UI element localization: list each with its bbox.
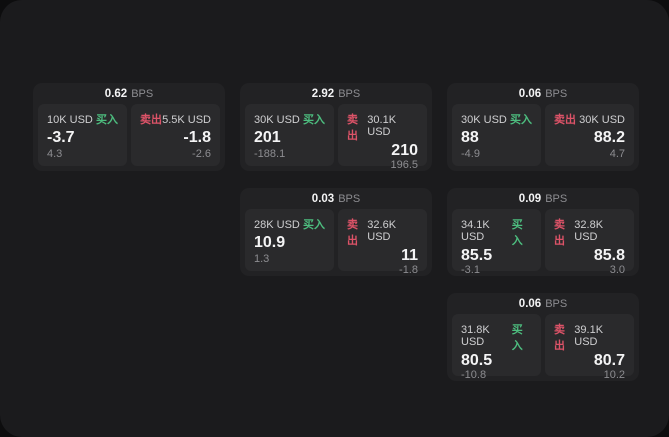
sell-sub-value: 196.5: [390, 159, 418, 171]
buy-sub-value: 4.3: [47, 148, 63, 160]
sell-price: 210: [391, 142, 418, 159]
sell-panel[interactable]: 卖出 39.1K USD 80.7 10.2: [545, 314, 634, 381]
buy-amount: 34.1K USD: [461, 219, 490, 243]
bps-header: 0.06 BPS: [452, 293, 634, 314]
buy-price: 88: [461, 128, 479, 146]
buy-panel[interactable]: 30K USD 买入 88 -4.9: [452, 104, 541, 166]
buy-panel[interactable]: 30K USD 买入 201 -188.1: [245, 104, 334, 166]
bps-unit-label: BPS: [131, 87, 154, 100]
sell-label: 卖出: [140, 114, 162, 126]
sell-panel[interactable]: 卖出 30K USD 88.2 4.7: [545, 104, 634, 166]
buy-sub-value: -10.8: [461, 369, 487, 381]
sell-panel[interactable]: 卖出 30.1K USD 210 196.5: [338, 104, 427, 171]
sell-amount: 32.8K USD: [574, 219, 604, 243]
sell-amount: 32.6K USD: [367, 219, 397, 243]
bps-value: 0.06: [518, 297, 542, 310]
sell-price: 11: [401, 247, 418, 264]
bps-unit-label: BPS: [545, 87, 568, 100]
sell-amount: 30K USD: [579, 114, 625, 126]
buy-panel[interactable]: 28K USD 买入 10.9 1.3: [245, 209, 334, 271]
buy-price: 85.5: [461, 247, 493, 264]
bps-header: 0.09 BPS: [452, 188, 634, 209]
sell-label: 卖出: [554, 114, 576, 126]
sell-price: 85.8: [593, 247, 625, 264]
buy-panel[interactable]: 34.1K USD 买入 85.5 -3.1: [452, 209, 541, 276]
buy-label: 买入: [303, 219, 325, 231]
quote-card: 0.03 BPS 28K USD 买入 10.9 1.3 卖出: [240, 188, 432, 276]
buy-price: -3.7: [47, 128, 75, 146]
quote-card: 0.09 BPS 34.1K USD 买入 85.5 -3.1 卖出: [447, 188, 639, 276]
buy-label: 买入: [511, 324, 523, 352]
bps-header: 0.06 BPS: [452, 83, 634, 104]
sell-price: 80.7: [593, 352, 625, 369]
bps-value: 2.92: [311, 87, 335, 100]
buy-label: 买入: [510, 114, 532, 126]
sell-panel[interactable]: 卖出 5.5K USD -1.8 -2.6: [131, 104, 220, 166]
sell-price: -1.8: [183, 128, 211, 146]
buy-amount: 31.8K USD: [461, 324, 490, 348]
bps-unit-label: BPS: [338, 192, 361, 205]
bps-header: 0.62 BPS: [38, 83, 220, 104]
sell-sub-value: 10.2: [603, 369, 625, 381]
buy-price: 80.5: [461, 352, 493, 369]
sell-panel[interactable]: 卖出 32.6K USD 11 -1.8: [338, 209, 427, 276]
sell-sub-value: -1.8: [399, 264, 418, 276]
buy-label: 买入: [303, 114, 325, 126]
buy-panel[interactable]: 10K USD 买入 -3.7 4.3: [38, 104, 127, 166]
bps-unit-label: BPS: [338, 87, 361, 100]
quote-card: 2.92 BPS 30K USD 买入 201 -188.1 卖出: [240, 83, 432, 171]
sell-amount: 39.1K USD: [574, 324, 604, 348]
buy-price: 201: [254, 128, 281, 146]
sell-label: 卖出: [554, 324, 565, 352]
buy-amount: 28K USD: [254, 219, 300, 231]
buy-label: 买入: [96, 114, 118, 126]
sell-label: 卖出: [554, 219, 565, 247]
sell-amount: 30.1K USD: [367, 114, 397, 138]
buy-sub-value: -188.1: [254, 148, 286, 160]
sell-sub-value: 4.7: [609, 148, 625, 160]
buy-price: 10.9: [254, 233, 286, 251]
bps-value: 0.09: [518, 192, 542, 205]
buy-panel[interactable]: 31.8K USD 买入 80.5 -10.8: [452, 314, 541, 381]
buy-sub-value: -3.1: [461, 264, 480, 276]
sell-label: 卖出: [347, 114, 358, 142]
quote-card: 0.06 BPS 30K USD 买入 88 -4.9 卖出: [447, 83, 639, 171]
sell-price: 88.2: [593, 128, 625, 146]
quote-card: 0.06 BPS 31.8K USD 买入 80.5 -10.8 卖: [447, 293, 639, 381]
sell-panel[interactable]: 卖出 32.8K USD 85.8 3.0: [545, 209, 634, 276]
bps-unit-label: BPS: [545, 192, 568, 205]
sell-amount: 5.5K USD: [162, 114, 211, 126]
buy-amount: 30K USD: [461, 114, 507, 126]
sell-label: 卖出: [347, 219, 358, 247]
buy-sub-value: -4.9: [461, 148, 480, 160]
quote-card: 0.62 BPS 10K USD 买入 -3.7 4.3 卖出: [33, 83, 225, 171]
bps-header: 2.92 BPS: [245, 83, 427, 104]
buy-sub-value: 1.3: [254, 253, 270, 265]
sell-sub-value: -2.6: [192, 148, 211, 160]
bps-value: 0.06: [518, 87, 542, 100]
bps-value: 0.62: [104, 87, 128, 100]
bps-unit-label: BPS: [545, 297, 568, 310]
buy-amount: 10K USD: [47, 114, 93, 126]
buy-amount: 30K USD: [254, 114, 300, 126]
sell-sub-value: 3.0: [609, 264, 625, 276]
bps-header: 0.03 BPS: [245, 188, 427, 209]
quote-cards-grid: 0.62 BPS 10K USD 买入 -3.7 4.3 卖出: [33, 83, 639, 381]
bps-value: 0.03: [311, 192, 335, 205]
buy-label: 买入: [511, 219, 523, 247]
